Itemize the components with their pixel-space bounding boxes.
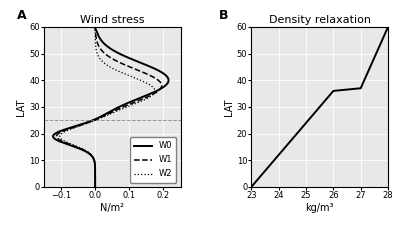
W1	[87, 121, 92, 124]
Line: W1: W1	[56, 27, 162, 187]
Title: Density relaxation: Density relaxation	[269, 15, 371, 25]
W1	[151, 76, 156, 78]
W2	[130, 76, 135, 78]
X-axis label: kg/m³: kg/m³	[306, 203, 334, 213]
W0	[85, 121, 90, 124]
W1	[116, 61, 121, 63]
X-axis label: N/m²: N/m²	[100, 203, 124, 213]
Text: B: B	[219, 9, 228, 22]
Text: A: A	[17, 9, 26, 22]
W2	[93, 169, 98, 172]
W1	[111, 58, 116, 61]
W2	[93, 26, 98, 28]
W0	[99, 115, 104, 118]
W1	[93, 26, 98, 28]
Line: W0: W0	[53, 27, 168, 187]
Legend: W0, W1, W2: W0, W1, W2	[130, 137, 176, 182]
Y-axis label: LAT: LAT	[16, 98, 26, 116]
W1	[93, 169, 98, 172]
W1	[93, 185, 98, 188]
W2	[88, 121, 93, 124]
W2	[98, 58, 103, 61]
W0	[165, 76, 170, 78]
Title: Wind stress: Wind stress	[80, 15, 144, 25]
W2	[102, 115, 107, 118]
Line: W2: W2	[60, 27, 155, 187]
W1	[101, 115, 106, 118]
W0	[93, 185, 98, 188]
W0	[93, 26, 98, 28]
W0	[137, 61, 142, 63]
W2	[93, 185, 98, 188]
Y-axis label: LAT: LAT	[224, 98, 234, 116]
W0	[93, 169, 98, 172]
W0	[130, 58, 134, 61]
W2	[101, 61, 106, 63]
